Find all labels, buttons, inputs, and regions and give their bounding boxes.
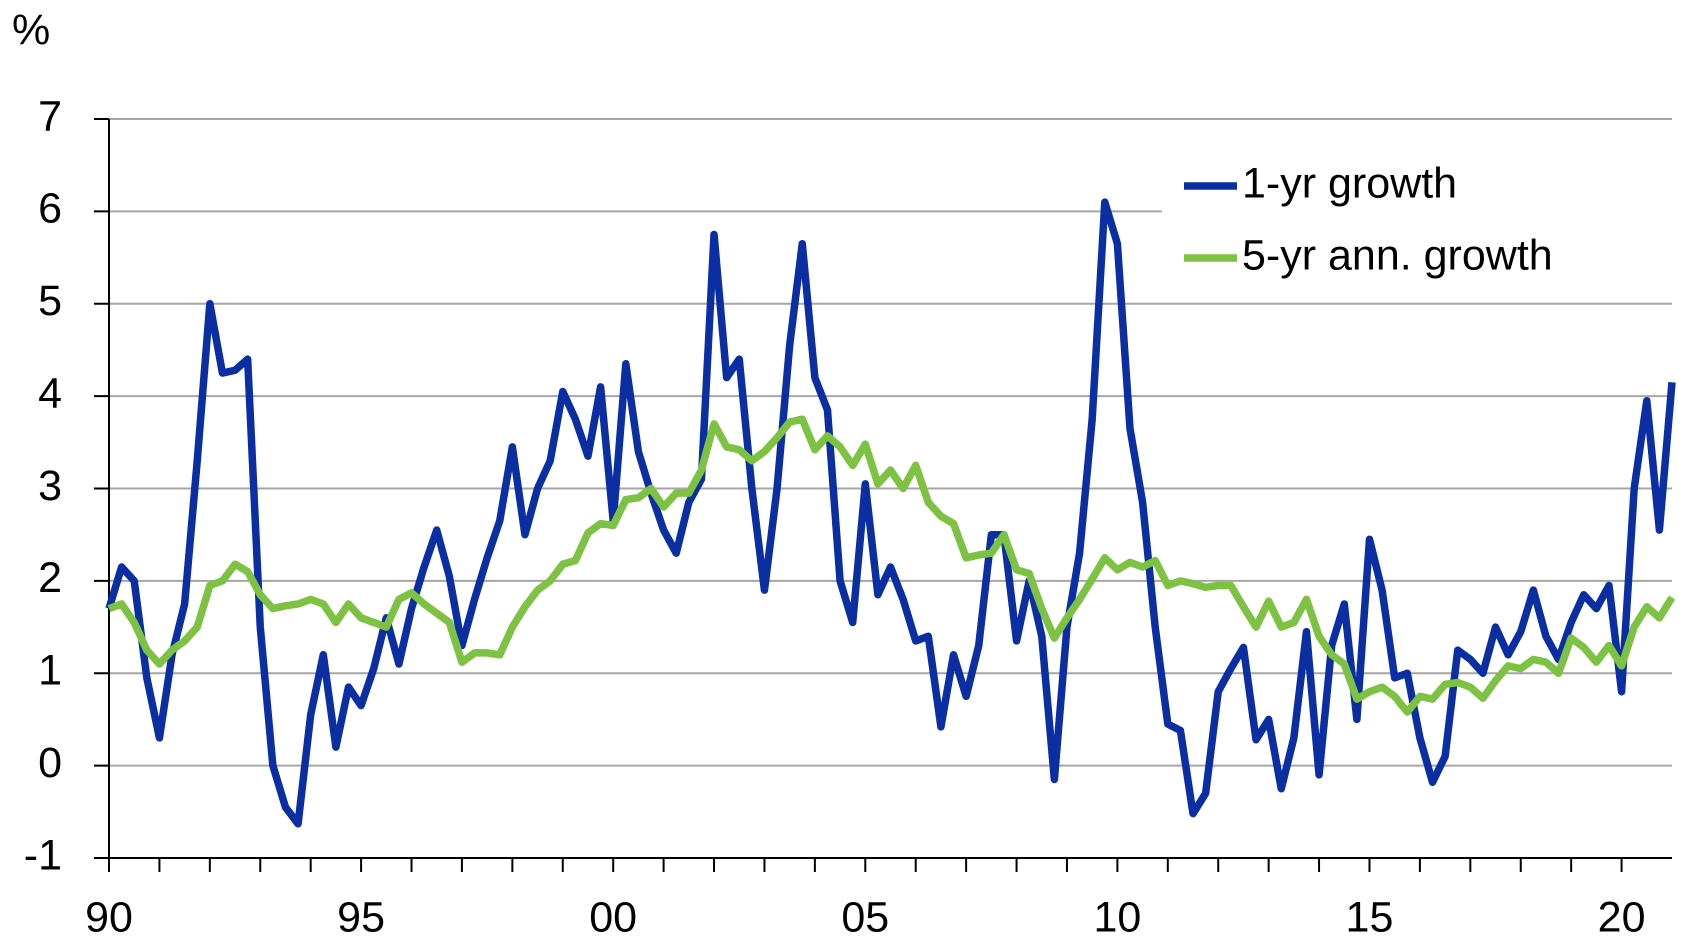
legend-label: 1-yr growth (1242, 159, 1457, 207)
x-tick-label: 00 (589, 893, 637, 941)
y-axis-label: % (12, 6, 50, 54)
y-tick-label: 6 (38, 185, 62, 233)
y-tick-label: 0 (38, 739, 62, 787)
x-tick-label: 20 (1598, 893, 1646, 941)
y-tick-label: -1 (24, 831, 62, 879)
y-tick-label: 7 (38, 92, 62, 140)
x-tick-label: 95 (337, 893, 385, 941)
y-tick-label: 5 (38, 277, 62, 325)
y-tick-label: 2 (38, 554, 62, 602)
x-tick-label: 15 (1346, 893, 1394, 941)
y-tick-label: 3 (38, 462, 62, 510)
legend-box (1162, 150, 1672, 290)
legend-label: 5-yr ann. growth (1242, 231, 1553, 279)
series-line (105, 198, 1676, 828)
series-line (107, 415, 1676, 716)
y-tick-label: 4 (38, 369, 62, 417)
x-tick-label: 90 (85, 893, 133, 941)
x-tick-label: 05 (841, 893, 889, 941)
x-tick-label: 10 (1093, 893, 1141, 941)
y-tick-label: 1 (38, 647, 62, 695)
